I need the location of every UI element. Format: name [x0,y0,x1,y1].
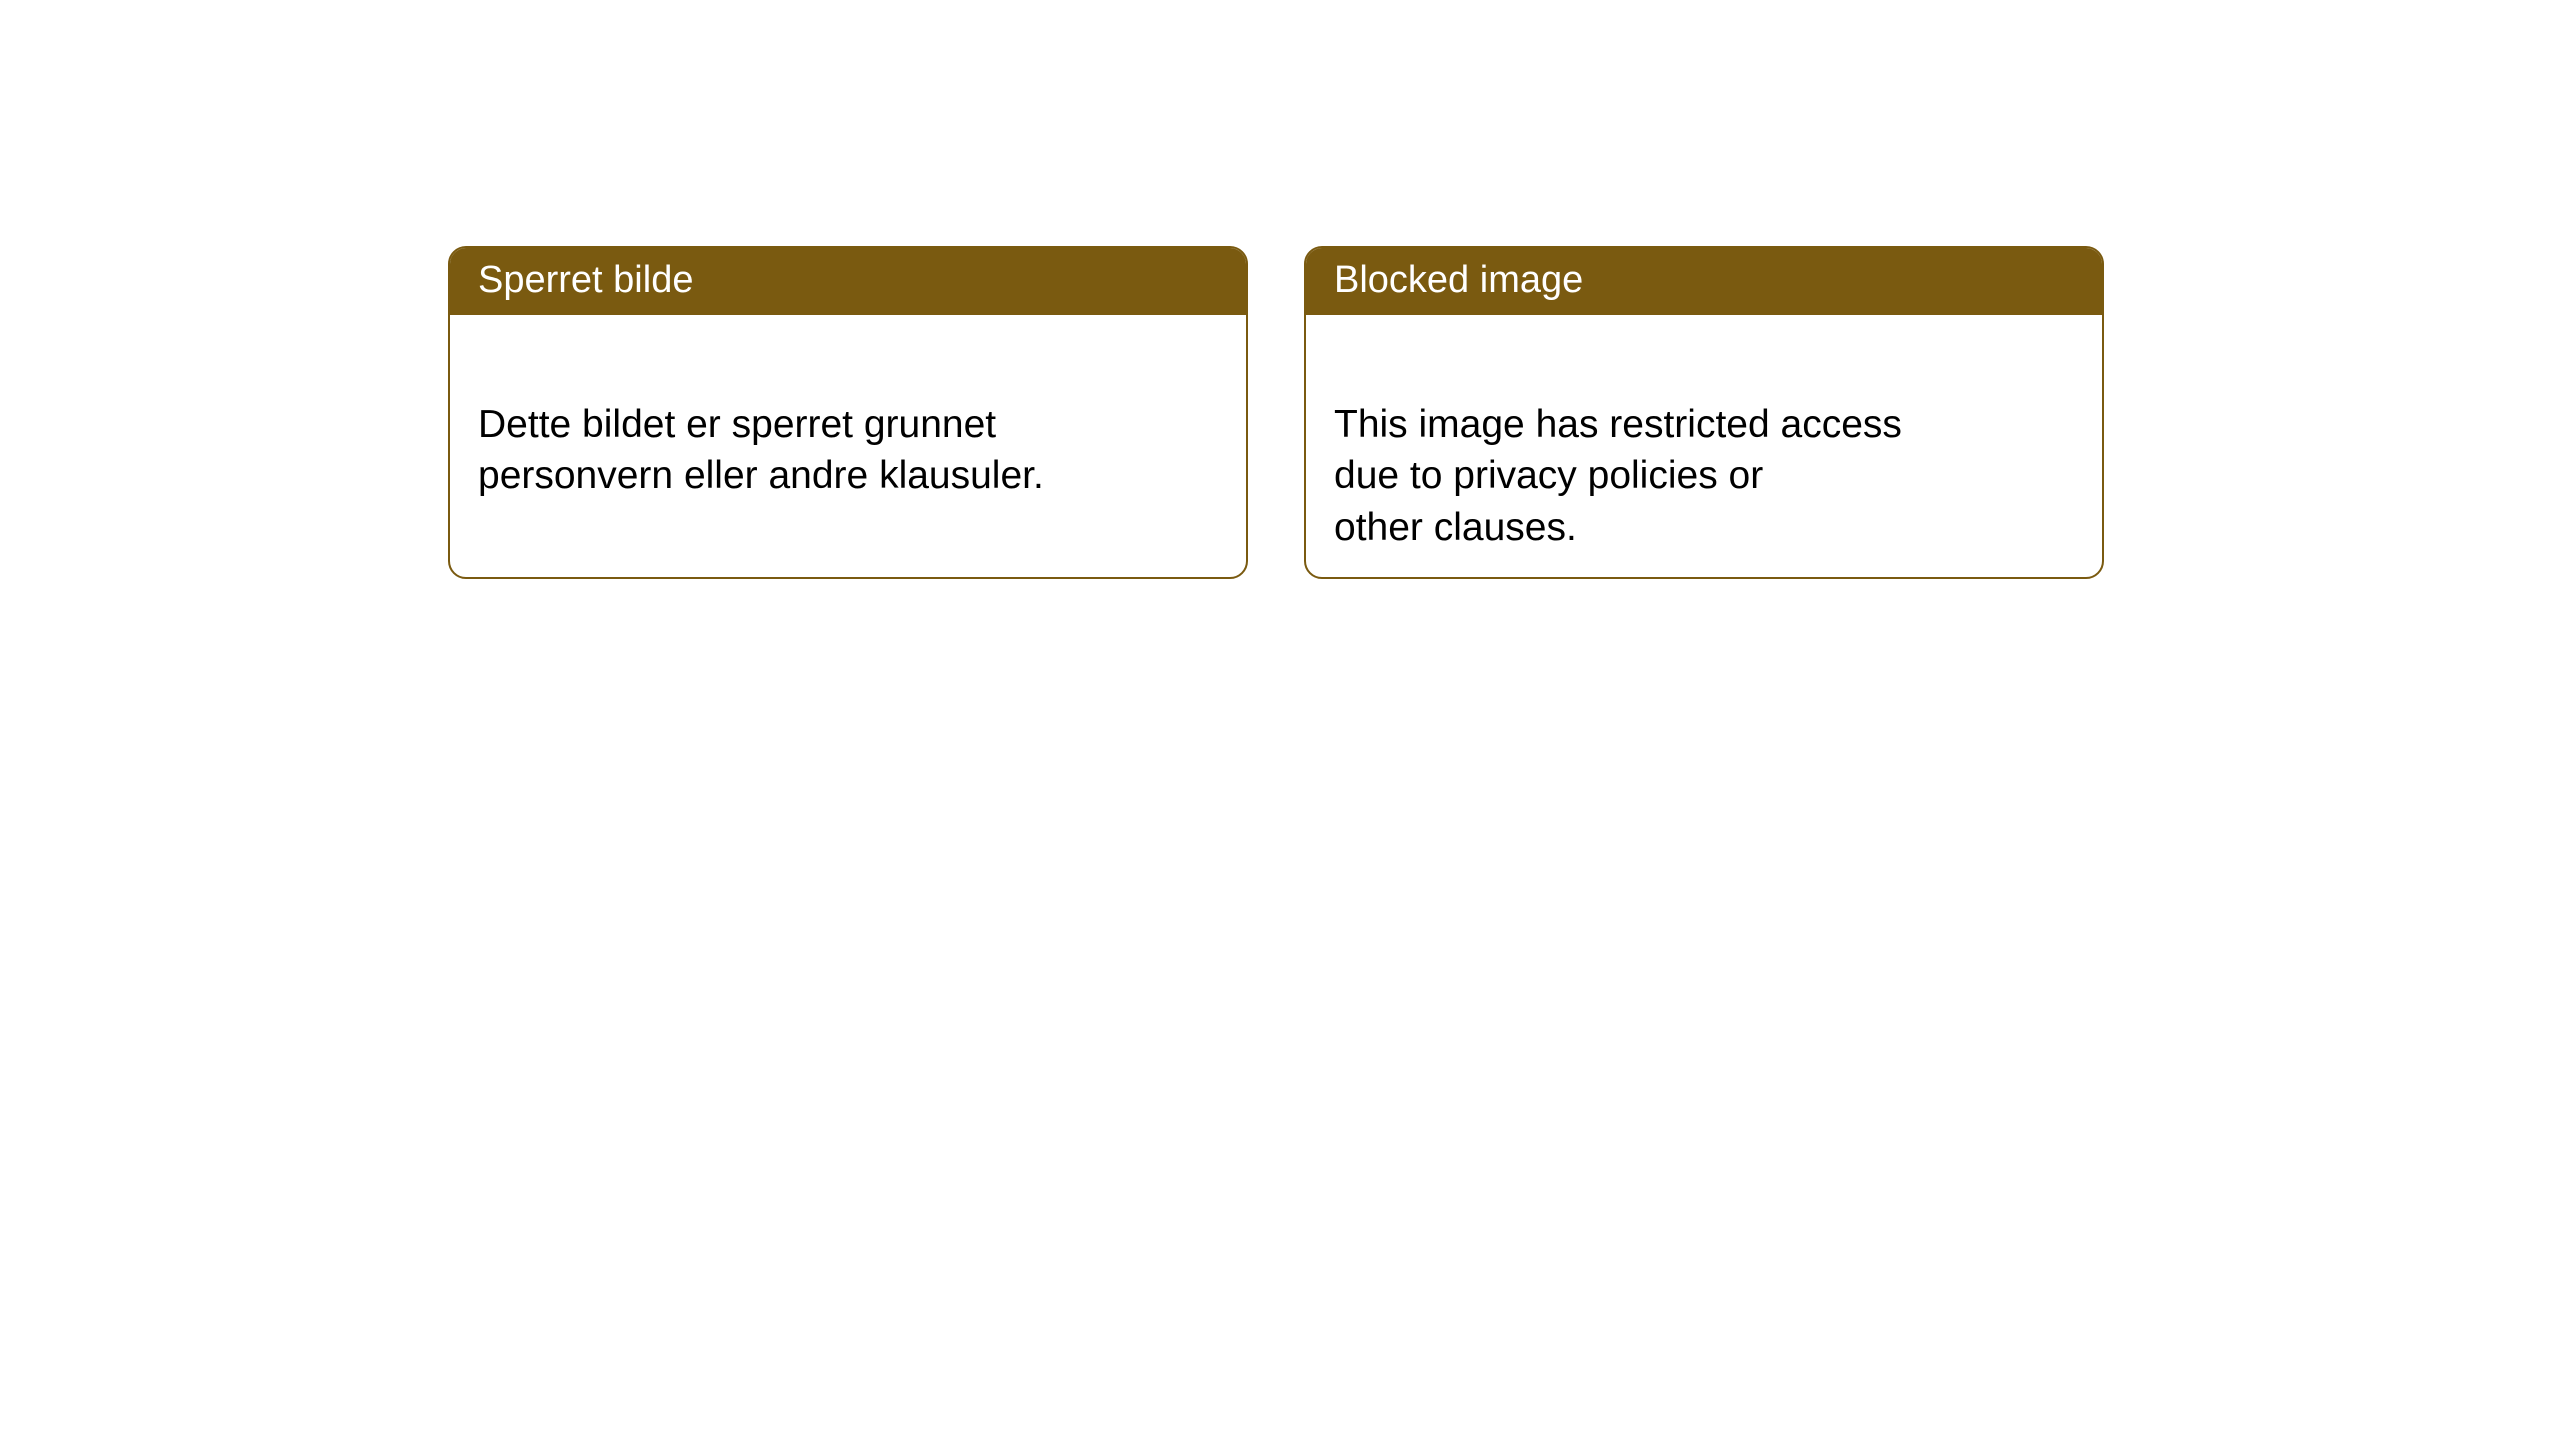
notice-container: Sperret bilde Dette bildet er sperret gr… [448,246,2104,579]
notice-header: Blocked image [1306,248,2102,315]
notice-header: Sperret bilde [450,248,1246,315]
notice-body: This image has restricted access due to … [1306,315,2102,579]
notice-body-text: Dette bildet er sperret grunnet personve… [478,403,1044,497]
notice-body-text: This image has restricted access due to … [1334,403,1902,549]
notice-title: Blocked image [1334,259,1583,301]
notice-card-norwegian: Sperret bilde Dette bildet er sperret gr… [448,246,1248,579]
notice-body: Dette bildet er sperret grunnet personve… [450,315,1246,533]
notice-title: Sperret bilde [478,259,693,301]
notice-card-english: Blocked image This image has restricted … [1304,246,2104,579]
